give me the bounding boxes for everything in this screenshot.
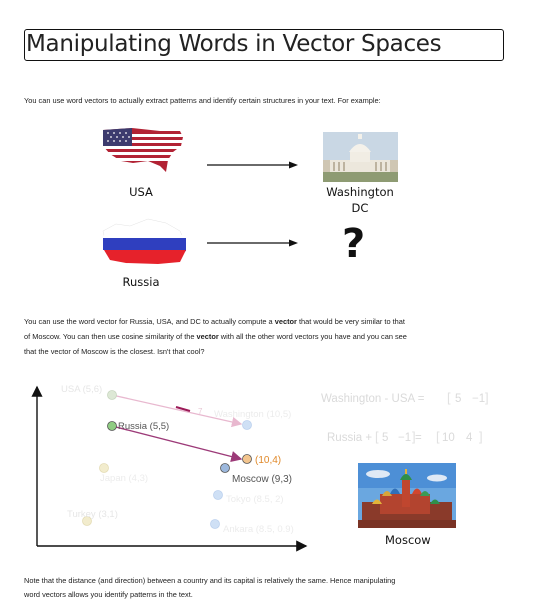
moscow-point [220,463,230,473]
intro-text: You can use word vectors to actually ext… [24,96,381,105]
unknown-question-mark: ? [342,221,366,267]
svg-text:]: ] [479,429,483,444]
svg-text:]: ] [412,429,416,444]
russia-to-result-vector [111,425,243,462]
vector-plot: 7 USA (5,6) Washington (10,5) Russia (5,… [31,384,489,552]
arrow-label: 7 [198,407,203,416]
ankara-point [210,519,220,529]
vector-highlight [175,406,191,412]
tokyo-point-label: Tokyo (8.5, 2) [226,494,284,505]
result-point-label: (10,4) [255,455,281,466]
turkey-point-label: Turkey (3,1) [67,509,118,520]
body-line-3: that the vector of Moscow is the closest… [24,347,205,356]
russia-flag-map-icon [102,218,187,264]
svg-text:−1: −1 [472,393,485,405]
japan-point [99,463,109,473]
usa-point [107,390,117,400]
arrow-usa-to-washington [207,161,298,169]
washington-label-line1: Washington [326,185,394,199]
svg-text:[: [ [436,429,440,444]
svg-text:Washington - USA =: Washington - USA = [321,393,425,405]
svg-text:[: [ [447,390,451,405]
svg-text:5: 5 [382,432,388,444]
russia-label: Russia [122,275,160,289]
usa-to-washington-vector [111,394,243,428]
tokyo-point [213,490,223,500]
svg-text:−1: −1 [398,432,411,444]
page-title: Manipulating Words in Vector Spaces [26,31,442,57]
equation-russia-plus-vector: Russia + [ 5 −1 ] = [ 10 4 ] [327,429,483,444]
moscow-caption: Moscow [385,533,431,547]
russia-point-label: Russia (5,5) [118,421,169,432]
usa-flag-map-icon [102,128,186,172]
svg-text:]: ] [485,390,489,405]
arrow-russia-to-unknown [207,239,298,247]
svg-text:5: 5 [455,393,461,405]
moscow-image [358,463,456,528]
usa-point-label: USA (5,6) [61,384,102,395]
title-box: Manipulating Words in Vector Spaces [24,29,504,61]
note-line-1: Note that the distance (and direction) b… [24,576,396,585]
japan-point-label: Japan (4,3) [100,473,148,484]
moscow-point-label: Moscow (9,3) [232,474,292,485]
body-line-1: You can use the word vector for Russia, … [24,317,405,326]
svg-text:4: 4 [466,432,473,444]
washington-point [242,420,252,430]
russia-point [107,421,117,431]
svg-text:=: = [415,432,422,444]
note-line-2: word vectors allows you identify pattern… [24,590,193,599]
body-line-2: of Moscow. You can then use cosine simil… [24,332,407,341]
washington-label-line2: DC [351,201,369,215]
svg-text:Russia +: Russia + [327,432,372,444]
capitol-image [323,132,398,182]
usa-label: USA [129,185,153,199]
analogy-diagram [102,128,398,264]
equation-washington-minus-usa: Washington - USA = [ 5 −1 ] [321,390,489,405]
ankara-point-label: Ankara (8.5, 0.9) [223,524,294,535]
svg-text:10: 10 [442,432,455,444]
washington-point-label: Washington (10,5) [214,409,291,420]
result-point [242,454,252,464]
svg-text:[: [ [375,429,379,444]
turkey-point [82,516,92,526]
